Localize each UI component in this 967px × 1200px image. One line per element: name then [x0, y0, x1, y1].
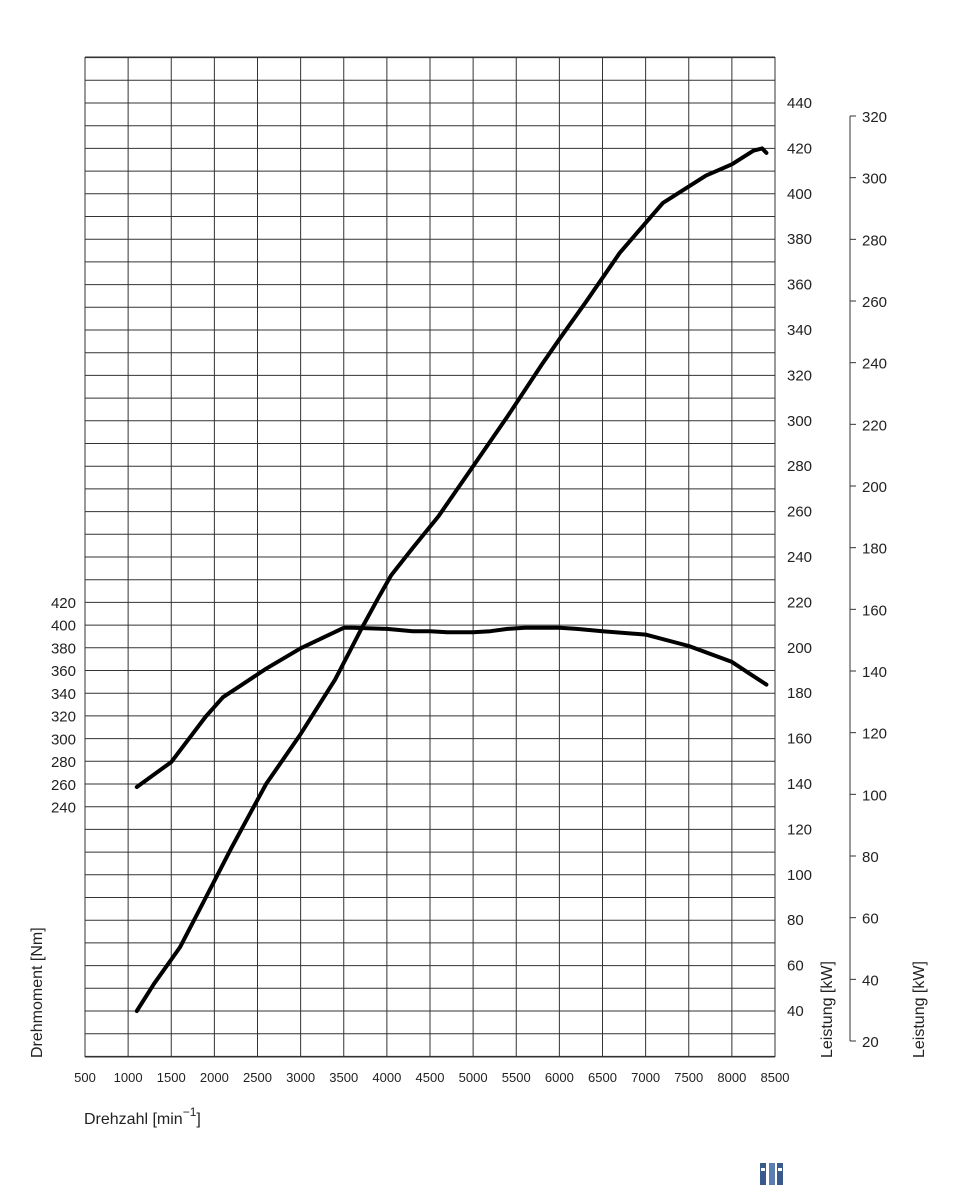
x-tick-label: 3500 [329, 1070, 358, 1085]
power-inner-tick-label: 420 [787, 140, 812, 157]
curves [134, 146, 769, 1013]
x-tick-label: 5000 [459, 1070, 488, 1085]
x-tick-label: 1500 [157, 1070, 186, 1085]
torque-tick-label: 380 [51, 640, 76, 657]
torque-tick-label: 340 [51, 686, 76, 703]
torque-axis-tick-labels: 240 260 280 300 320 340 360 380 400 420 [51, 595, 76, 817]
power-outer-tick-label: 60 [862, 911, 879, 928]
x-tick-label: 4000 [372, 1070, 401, 1085]
power-inner-tick-label: 80 [787, 912, 804, 929]
x-tick-label: 7000 [631, 1070, 660, 1085]
x-axis-title: Drehzahl [min−1] [84, 1105, 201, 1128]
torque-curve [134, 625, 769, 789]
power-inner-tick-label: 340 [787, 322, 812, 339]
power-inner-tick-label: 380 [787, 231, 812, 248]
grid [84, 56, 776, 1058]
x-tick-label: 4500 [416, 1070, 445, 1085]
power-outer-tick-label: 280 [862, 232, 887, 249]
x-tick-label: 7500 [674, 1070, 703, 1085]
power-inner-tick-label: 400 [787, 186, 812, 203]
x-tick-label: 2000 [200, 1070, 229, 1085]
x-tick-label: 6000 [545, 1070, 574, 1085]
power-outer-tick-label: 160 [862, 602, 887, 619]
power-outer-axis: 20 40 60 80 100 120 140 160 180 200 220 240 260 280 30… [849, 109, 887, 1051]
power-outer-tick-label: 300 [862, 171, 887, 188]
power-inner-tick-label: 180 [787, 685, 812, 702]
torque-tick-label: 420 [51, 595, 76, 612]
torque-tick-label: 360 [51, 663, 76, 680]
power-inner-tick-label: 140 [787, 776, 812, 793]
power-inner-tick-label: 240 [787, 549, 812, 566]
x-tick-label: 8500 [761, 1070, 790, 1085]
power-outer-tick-label: 320 [862, 109, 887, 126]
power-inner-tick-label: 120 [787, 821, 812, 838]
torque-tick-label: 260 [51, 777, 76, 794]
power-inner-tick-label: 100 [787, 867, 812, 884]
bars-logo-icon [760, 1163, 783, 1185]
torque-tick-label: 300 [51, 731, 76, 748]
torque-tick-label: 280 [51, 754, 76, 771]
power-inner-tick-label: 440 [787, 95, 812, 112]
power-inner-tick-label: 40 [787, 1003, 804, 1020]
x-tick-label: 500 [74, 1070, 96, 1085]
power-outer-tick-label: 180 [862, 541, 887, 558]
power-outer-tick-label: 220 [862, 417, 887, 434]
power-inner-tick-label: 360 [787, 277, 812, 294]
x-tick-label: 2500 [243, 1070, 272, 1085]
power-outer-tick-label: 80 [862, 849, 879, 866]
power-outer-tick-label: 240 [862, 356, 887, 373]
power-inner-tick-label: 280 [787, 458, 812, 475]
x-tick-label: 8000 [717, 1070, 746, 1085]
power-outer-tick-label: 100 [862, 787, 887, 804]
x-tick-label: 3000 [286, 1070, 315, 1085]
torque-tick-label: 400 [51, 618, 76, 635]
power-inner-tick-label: 200 [787, 640, 812, 657]
x-tick-label: 5500 [502, 1070, 531, 1085]
power-curve [134, 146, 769, 1013]
power-outer-tick-label: 200 [862, 479, 887, 496]
power-outer-tick-label: 40 [862, 972, 879, 989]
x-tick-label: 6500 [588, 1070, 617, 1085]
power-inner-tick-label: 60 [787, 958, 804, 975]
x-axis-tick-labels: 500 1000 1500 2000 2500 3000 3500 4000 4500 5000 5… [74, 1070, 789, 1085]
power-outer-axis-title: Leistung [kW] [911, 961, 928, 1058]
power-inner-axis: 40 60 80 100 120 140 160 180 200 220 240 260 280 300 3… [787, 95, 812, 1020]
torque-tick-label: 240 [51, 800, 76, 817]
power-inner-tick-label: 260 [787, 504, 812, 521]
power-outer-tick-label: 120 [862, 726, 887, 743]
power-inner-axis-title: Leistung [kW] [819, 961, 836, 1058]
power-inner-tick-label: 160 [787, 731, 812, 748]
x-tick-label: 1000 [114, 1070, 143, 1085]
power-inner-tick-label: 300 [787, 413, 812, 430]
power-outer-tick-label: 260 [862, 294, 887, 311]
power-outer-tick-label: 20 [862, 1034, 879, 1051]
torque-axis-title: Drehmoment [Nm] [29, 927, 46, 1058]
power-outer-tick-label: 140 [862, 664, 887, 681]
power-inner-tick-label: 320 [787, 367, 812, 384]
power-inner-tick-label: 220 [787, 594, 812, 611]
torque-tick-label: 320 [51, 709, 76, 726]
